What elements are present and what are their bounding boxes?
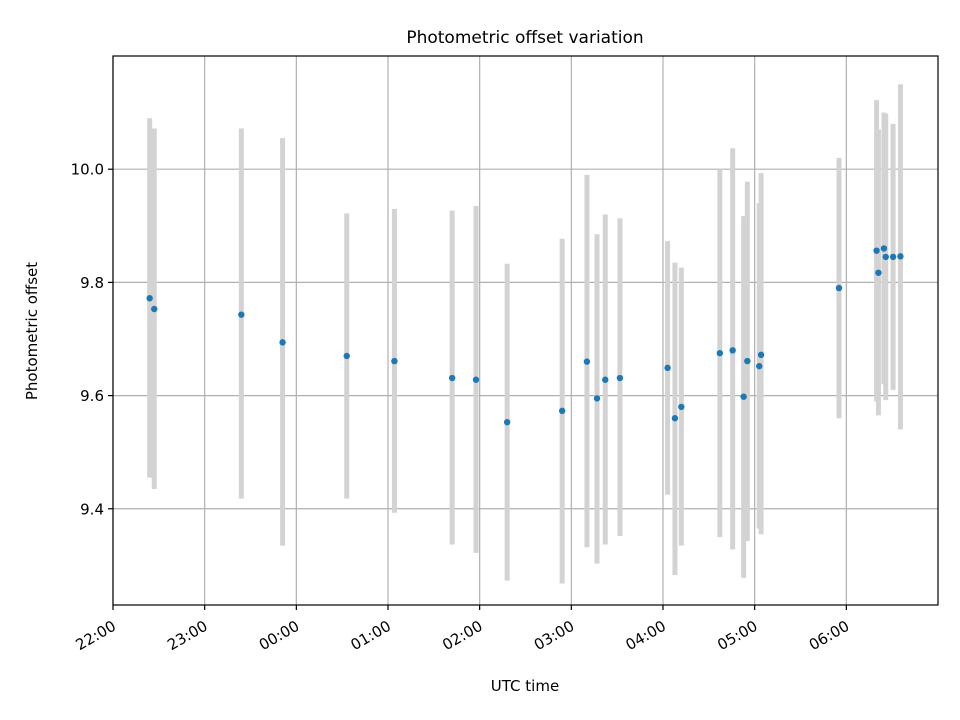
x-tick-label: 02:00 [439,617,485,654]
data-point [875,269,882,276]
data-point [897,253,904,260]
data-point [448,374,456,382]
x-tick-label: 22:00 [73,617,119,654]
data-point [343,352,350,360]
data-point [472,376,480,383]
x-tick-label: 04:00 [623,617,669,654]
data-point [279,339,286,346]
x-tick-label: 00:00 [256,617,302,654]
x-axis-label: UTC time [491,677,559,695]
y-tick-label: 9.8 [80,274,104,292]
data-point [558,407,566,415]
data-point [664,364,671,372]
data-point [238,311,245,318]
data-point [583,358,591,365]
y-tick-label: 9.6 [80,387,104,405]
x-tick-label: 01:00 [348,617,394,654]
data-point [602,376,609,383]
data-point [671,415,679,422]
data-point [151,305,158,313]
data-point [889,253,897,261]
chart-title: Photometric offset variation [406,28,643,48]
data-point [873,247,880,254]
data-point [835,284,843,292]
point-layer [146,245,904,426]
y-tick-label: 10.0 [71,161,104,179]
data-point [880,245,888,252]
plot-frame [112,55,939,606]
x-tick-label: 05:00 [714,617,760,654]
grid-layer [112,56,938,605]
data-point [503,418,511,426]
x-tick-label: 23:00 [164,617,210,654]
x-tick-label: 06:00 [806,617,852,654]
data-point [729,347,736,354]
data-point [882,253,889,261]
data-point [616,374,624,382]
data-point [678,403,685,411]
data-point [593,395,601,402]
data-point [716,349,724,357]
data-point [744,357,751,365]
data-point [756,362,763,370]
data-point [391,357,398,365]
data-point [740,393,747,400]
data-point [757,351,765,359]
data-point [146,295,153,302]
y-axis-label: Photometric offset [23,262,41,400]
y-tick-label: 9.4 [80,500,104,518]
x-tick-label: 03:00 [531,617,577,654]
